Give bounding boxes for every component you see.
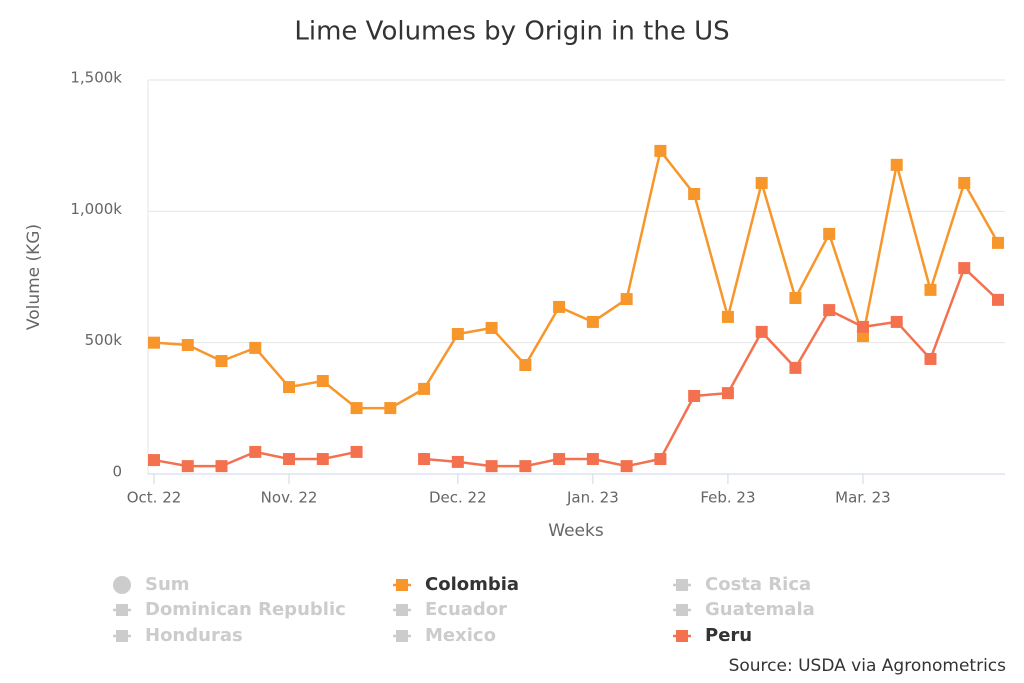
source-note: Source: USDA via Agronometrics [729, 656, 1007, 676]
data-point [148, 336, 160, 349]
y-tick-label: 0 [112, 463, 122, 481]
data-point [553, 453, 566, 466]
data-point [654, 144, 667, 157]
legend-label[interactable]: Peru [705, 625, 752, 646]
data-point [789, 292, 802, 305]
data-point [181, 460, 194, 473]
legend-label[interactable]: Honduras [145, 625, 243, 646]
data-point [519, 460, 532, 473]
data-point [215, 460, 228, 473]
data-point [215, 355, 228, 368]
data-point [350, 445, 363, 458]
x-axis-title: Weeks [548, 521, 604, 541]
data-point [958, 176, 971, 189]
data-point [958, 262, 971, 275]
data-point [384, 402, 397, 415]
legend-marker [116, 604, 128, 616]
x-tick-label: Jan. 23 [566, 489, 619, 507]
legend-marker [396, 579, 408, 591]
x-tick-label: Oct. 22 [127, 489, 182, 507]
data-point [181, 339, 194, 352]
data-point [249, 341, 262, 354]
data-point [249, 445, 262, 458]
data-point [924, 283, 937, 296]
data-point [620, 460, 633, 473]
y-tick-label: 1,000k [70, 200, 122, 218]
data-point [823, 227, 836, 240]
data-point [148, 454, 160, 467]
data-point [755, 176, 768, 189]
y-axis-title: Volume (KG) [24, 224, 44, 330]
legend-label[interactable]: Ecuador [425, 599, 507, 620]
data-point [283, 381, 296, 394]
data-point [620, 293, 633, 306]
x-tick-label: Feb. 23 [700, 489, 755, 507]
data-point [890, 315, 903, 328]
data-point [890, 158, 903, 171]
data-point [418, 382, 431, 395]
data-point [856, 320, 869, 333]
legend-marker [676, 630, 688, 642]
data-point [721, 387, 734, 400]
data-point [755, 325, 768, 338]
legend-marker [676, 579, 688, 591]
data-point [789, 361, 802, 374]
data-point [553, 300, 566, 313]
data-point [485, 321, 498, 334]
legend-marker [116, 630, 128, 642]
data-point [992, 293, 1004, 306]
x-tick-label: Dec. 22 [429, 489, 487, 507]
data-point [924, 352, 937, 365]
data-point [688, 187, 701, 200]
legend-label[interactable]: Guatemala [705, 599, 815, 620]
y-tick-label: 500k [85, 331, 123, 349]
data-point [586, 453, 599, 466]
legend-marker [676, 604, 688, 616]
data-point [485, 460, 498, 473]
x-tick-label: Mar. 23 [835, 489, 891, 507]
data-point [823, 304, 836, 317]
legend-label[interactable]: Costa Rica [705, 574, 811, 595]
y-tick-label: 1,500k [70, 69, 122, 87]
chart-title: Lime Volumes by Origin in the US [294, 17, 729, 47]
data-point [688, 389, 701, 402]
data-point [418, 453, 431, 466]
legend-label[interactable]: Dominican Republic [145, 599, 346, 620]
legend-label[interactable]: Mexico [425, 625, 496, 646]
data-point [654, 453, 667, 466]
series-line [153, 148, 1000, 410]
legend-marker [396, 604, 408, 616]
data-point [316, 375, 329, 388]
legend-marker [396, 630, 408, 642]
legend-label[interactable]: Sum [145, 574, 190, 595]
data-point [316, 453, 329, 466]
data-point [992, 236, 1004, 249]
data-point [856, 330, 869, 343]
data-point [350, 402, 363, 415]
data-point [451, 455, 464, 468]
x-tick-label: Nov. 22 [261, 489, 318, 507]
data-point [451, 327, 464, 340]
data-point [519, 358, 532, 371]
legend-label[interactable]: Colombia [425, 574, 519, 595]
data-point [721, 310, 734, 323]
legend-marker [113, 576, 131, 594]
data-point [283, 453, 296, 466]
data-point [586, 315, 599, 328]
